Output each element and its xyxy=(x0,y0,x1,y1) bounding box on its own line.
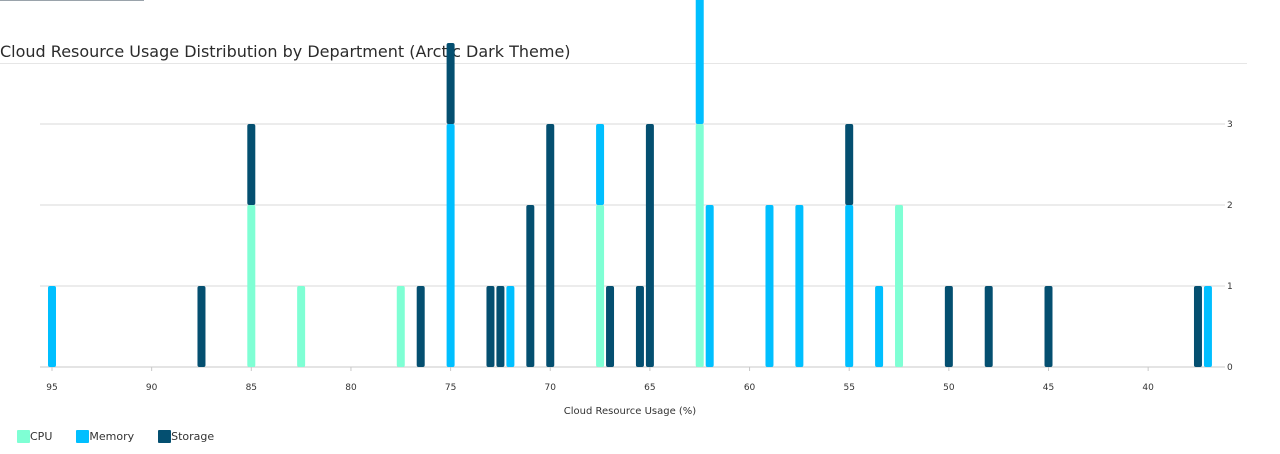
bar-memory xyxy=(795,205,804,367)
bar-cpu xyxy=(396,286,405,367)
legend-label: Memory xyxy=(89,430,135,443)
bar-storage xyxy=(416,286,425,367)
bar-storage xyxy=(496,286,505,367)
bar-storage xyxy=(446,43,455,124)
top-divider xyxy=(0,0,144,1)
legend-swatch xyxy=(158,430,172,443)
y-tick-label: 3 xyxy=(1227,120,1233,130)
x-tick-label: 70 xyxy=(545,383,557,393)
legend-label: CPU xyxy=(30,430,53,443)
legend-item-memory[interactable]: Memory xyxy=(76,430,134,443)
x-tick-label: 90 xyxy=(146,383,158,393)
bar-memory xyxy=(695,0,704,124)
x-tick-label: 40 xyxy=(1142,383,1154,393)
bar-storage xyxy=(944,286,953,367)
bar-cpu xyxy=(695,124,704,367)
title-divider xyxy=(0,63,1247,64)
legend-label: Storage xyxy=(171,430,215,443)
bar-memory xyxy=(446,124,455,367)
bar-memory xyxy=(845,205,854,367)
bar-storage xyxy=(546,124,555,367)
legend-item-storage[interactable]: Storage xyxy=(158,430,214,443)
bars xyxy=(48,0,1212,367)
gridlines xyxy=(40,123,1225,368)
bar-cpu xyxy=(247,205,256,367)
bar-cpu xyxy=(596,205,605,367)
bar-storage xyxy=(1193,286,1202,367)
x-tick-label: 75 xyxy=(445,383,456,393)
bar-storage xyxy=(984,286,993,367)
y-axis: 0 1 2 3 xyxy=(1227,120,1233,373)
y-tick-label: 0 xyxy=(1227,363,1233,373)
x-tick-label: 60 xyxy=(744,383,756,393)
y-tick-label: 1 xyxy=(1227,282,1233,292)
x-tick-label: 55 xyxy=(843,383,854,393)
bar-storage xyxy=(845,124,854,205)
bar-memory xyxy=(596,124,605,205)
y-tick-label: 2 xyxy=(1227,201,1233,211)
legend: CPU Memory Storage xyxy=(17,430,238,443)
bar-cpu xyxy=(297,286,306,367)
bar-storage xyxy=(526,205,535,367)
x-tick-label: 95 xyxy=(46,383,57,393)
x-tick-label: 45 xyxy=(1043,383,1054,393)
bar-memory xyxy=(705,205,714,367)
bar-storage xyxy=(645,124,654,367)
legend-item-cpu[interactable]: CPU xyxy=(17,430,52,443)
chart-title: Cloud Resource Usage Distribution by Dep… xyxy=(0,42,571,61)
bar-storage xyxy=(486,286,495,367)
x-tick-label: 85 xyxy=(246,383,257,393)
x-axis: 95 90 85 80 75 70 65 60 55 50 45 40 xyxy=(46,367,1154,393)
bar-memory xyxy=(506,286,515,367)
bar-storage xyxy=(247,124,256,205)
x-axis-label: Cloud Resource Usage (%) xyxy=(564,406,697,417)
bar-memory xyxy=(875,286,884,367)
x-tick-label: 50 xyxy=(943,383,955,393)
bar-storage xyxy=(635,286,644,367)
bar-memory xyxy=(765,205,774,367)
bar-memory xyxy=(1203,286,1212,367)
bar-storage xyxy=(1044,286,1053,367)
bar-cpu xyxy=(895,205,904,367)
x-tick-label: 65 xyxy=(644,383,655,393)
bar-storage xyxy=(606,286,615,367)
legend-swatch xyxy=(76,430,90,443)
legend-swatch xyxy=(17,430,30,443)
bar-memory xyxy=(48,286,56,367)
bar-storage xyxy=(197,286,206,367)
x-tick-label: 80 xyxy=(345,383,357,393)
